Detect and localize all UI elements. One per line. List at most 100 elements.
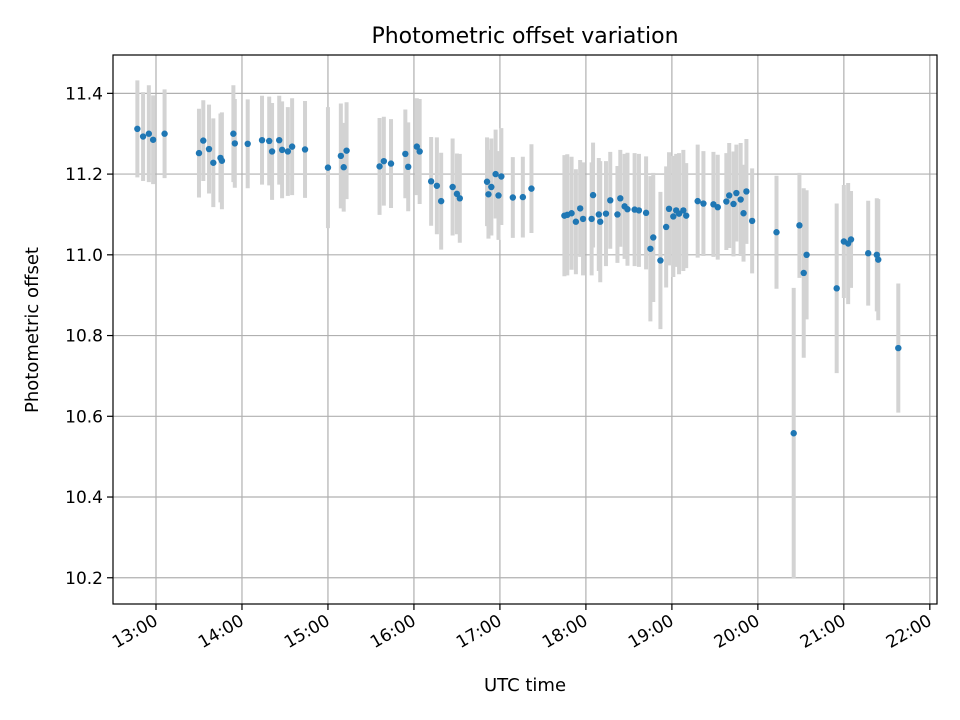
data-point <box>402 150 409 158</box>
data-point <box>662 223 670 231</box>
plot-frame <box>112 54 938 605</box>
y-tick-label: 10.2 <box>65 569 103 589</box>
y-tick-label: 10.4 <box>65 488 103 508</box>
data-point <box>875 256 882 263</box>
y-tick-label: 11.0 <box>65 246 103 266</box>
data-point <box>589 191 597 199</box>
data-point <box>803 251 810 259</box>
data-point <box>324 164 332 171</box>
chart-title: Photometric offset variation <box>371 24 678 49</box>
data-point <box>568 210 575 217</box>
data-point <box>200 137 207 144</box>
data-point <box>284 148 292 155</box>
x-axis-label: UTC time <box>484 675 566 696</box>
data-point <box>700 200 707 207</box>
y-axis-label: Photometric offset <box>22 247 43 413</box>
data-point <box>617 195 624 202</box>
data-point <box>635 207 643 214</box>
data-point <box>796 222 803 229</box>
data-point <box>595 211 603 218</box>
data-point <box>149 136 157 143</box>
y-tick-label: 10.8 <box>65 327 103 347</box>
data-point <box>576 205 584 212</box>
data-point <box>670 213 677 220</box>
data-point <box>134 125 141 133</box>
data-point <box>740 210 747 217</box>
data-point <box>748 217 756 225</box>
y-tick-label: 10.6 <box>65 407 103 427</box>
data-point <box>258 136 266 144</box>
data-point <box>449 183 456 191</box>
data-point <box>337 152 345 160</box>
data-point <box>380 157 388 165</box>
data-point <box>528 185 535 192</box>
data-point <box>873 251 881 259</box>
data-point <box>714 203 721 211</box>
data-point <box>488 183 495 191</box>
data-point <box>680 207 687 214</box>
data-point <box>833 285 840 292</box>
data-point <box>266 137 273 145</box>
data-point <box>268 148 276 155</box>
data-point <box>231 140 239 147</box>
data-point <box>694 197 701 205</box>
data-point <box>139 133 147 140</box>
data-point <box>492 170 499 178</box>
data-point <box>614 211 621 218</box>
data-point <box>865 250 872 257</box>
data-point <box>278 146 286 154</box>
data-point <box>847 236 855 243</box>
data-point <box>579 215 587 223</box>
data-point <box>495 192 502 199</box>
data-point <box>230 130 237 137</box>
data-point <box>726 192 733 199</box>
data-point <box>895 344 902 352</box>
data-point <box>657 257 664 264</box>
data-point <box>340 164 347 171</box>
data-point <box>733 189 740 197</box>
data-points <box>134 125 902 437</box>
data-point <box>683 212 690 219</box>
data-point <box>413 143 421 150</box>
data-point <box>773 229 780 236</box>
data-point <box>647 245 654 252</box>
data-point <box>485 191 492 198</box>
data-point <box>624 206 631 213</box>
data-point <box>800 269 807 277</box>
data-point <box>301 146 309 153</box>
y-tick-label: 11.2 <box>65 165 103 185</box>
data-point <box>218 157 226 164</box>
data-point <box>743 188 750 195</box>
data-point <box>276 136 283 144</box>
data-point <box>405 163 412 171</box>
data-point <box>790 430 797 437</box>
data-point <box>602 210 610 217</box>
data-point <box>498 173 505 180</box>
y-tick-label: 11.4 <box>65 84 103 104</box>
y-axis-ticks: 10.2 10.4 10.6 10.8 11.0 11.2 11.4 <box>65 84 113 589</box>
data-point <box>665 205 673 213</box>
data-point <box>483 178 491 185</box>
data-point <box>343 147 350 154</box>
data-point <box>244 140 251 148</box>
data-point <box>376 163 383 170</box>
data-point <box>161 130 168 137</box>
data-point <box>427 178 435 185</box>
data-point <box>145 130 153 137</box>
data-point <box>597 218 604 225</box>
data-point <box>509 194 517 201</box>
data-point <box>730 200 737 208</box>
data-point <box>588 215 595 223</box>
data-point <box>288 143 296 150</box>
data-point <box>723 198 730 205</box>
data-point <box>210 159 217 166</box>
data-point <box>437 197 445 205</box>
data-point <box>519 193 527 201</box>
data-point <box>387 160 395 167</box>
data-point <box>433 182 441 189</box>
data-point <box>572 218 580 225</box>
data-point <box>607 197 614 204</box>
data-point <box>456 195 463 202</box>
